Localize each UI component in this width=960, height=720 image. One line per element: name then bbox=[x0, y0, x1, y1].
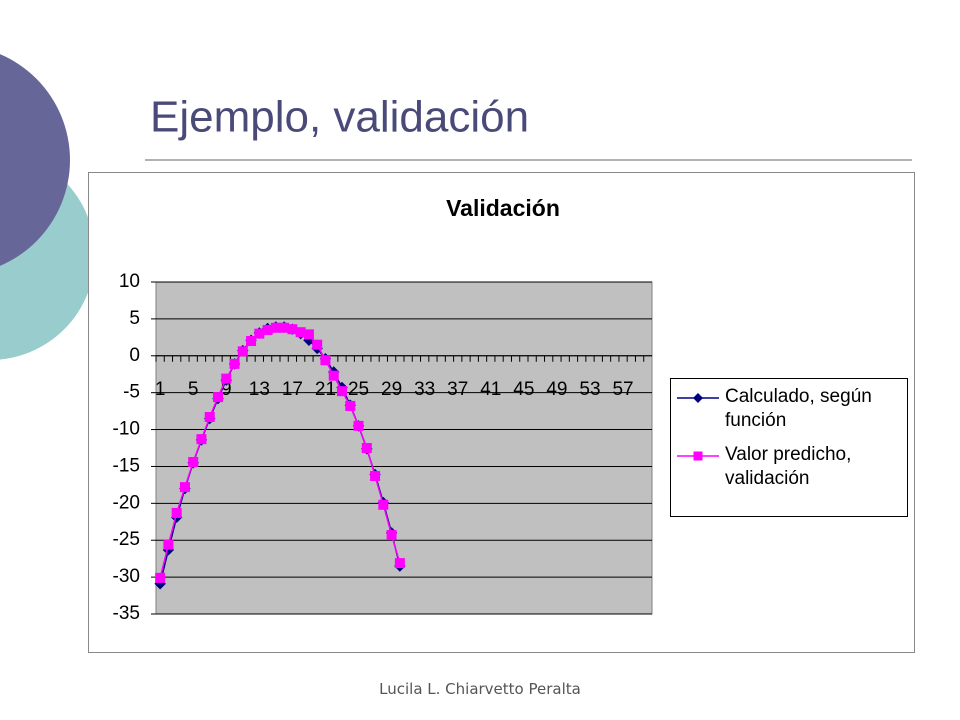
y-tick-label: -20 bbox=[113, 492, 140, 513]
marker bbox=[204, 412, 215, 423]
marker bbox=[303, 329, 314, 340]
x-tick-label: 33 bbox=[414, 379, 435, 400]
marker bbox=[394, 558, 405, 569]
marker bbox=[370, 471, 381, 482]
x-tick-label: 1 bbox=[155, 379, 166, 400]
marker bbox=[246, 336, 257, 347]
x-tick-label: 57 bbox=[612, 379, 633, 400]
marker bbox=[345, 400, 356, 411]
legend-marker bbox=[693, 451, 703, 461]
legend-item: Valor predicho, validación bbox=[675, 443, 903, 491]
marker bbox=[378, 499, 389, 510]
marker bbox=[221, 373, 232, 384]
marker bbox=[188, 457, 199, 468]
legend-swatch bbox=[677, 393, 719, 403]
x-tick-label: 17 bbox=[282, 379, 303, 400]
decor-circle bbox=[0, 54, 70, 266]
marker bbox=[262, 324, 273, 335]
y-tick-label: -30 bbox=[113, 566, 140, 587]
y-tick-label: -25 bbox=[113, 529, 140, 550]
y-tick-label: 10 bbox=[119, 271, 140, 292]
footer: Lucila L. Chiarvetto Peralta bbox=[379, 680, 581, 698]
marker bbox=[328, 370, 339, 381]
marker bbox=[229, 358, 240, 369]
marker bbox=[270, 322, 281, 333]
x-tick-label: 5 bbox=[188, 379, 199, 400]
x-tick-label: 41 bbox=[480, 379, 501, 400]
marker bbox=[361, 443, 372, 453]
legend-item: Calculado, según función bbox=[675, 385, 903, 433]
y-tick-label: -10 bbox=[113, 419, 140, 440]
y-tick-label: -35 bbox=[113, 603, 140, 624]
x-tick-label: 49 bbox=[546, 379, 567, 400]
marker bbox=[171, 507, 182, 518]
legend-marker bbox=[693, 393, 703, 403]
legend: Calculado, según función Valor predicho, … bbox=[670, 378, 908, 517]
marker bbox=[312, 339, 323, 350]
x-tick-label: 45 bbox=[513, 379, 534, 400]
x-tick-label: 53 bbox=[579, 379, 600, 400]
marker bbox=[287, 324, 298, 335]
marker bbox=[320, 355, 331, 366]
marker bbox=[196, 434, 207, 445]
legend-label: Calculado, según función bbox=[725, 386, 872, 431]
marker bbox=[213, 392, 223, 403]
marker bbox=[279, 322, 290, 333]
chart-title: Validación bbox=[446, 195, 560, 221]
marker bbox=[353, 420, 364, 431]
marker bbox=[163, 539, 174, 550]
marker bbox=[155, 572, 166, 583]
slide-title: Ejemplo, validación bbox=[150, 93, 529, 142]
marker bbox=[237, 346, 248, 357]
marker bbox=[295, 327, 306, 338]
x-tick-label: 25 bbox=[348, 379, 369, 400]
y-tick-label: 5 bbox=[129, 308, 140, 329]
legend-swatch bbox=[677, 451, 719, 461]
marker bbox=[254, 328, 265, 339]
marker bbox=[337, 386, 347, 397]
x-tick-label: 29 bbox=[381, 379, 402, 400]
marker bbox=[386, 530, 397, 541]
x-tick-label: 9 bbox=[221, 379, 232, 400]
y-tick-label: 0 bbox=[129, 345, 140, 366]
y-tick-label: -5 bbox=[123, 382, 140, 403]
legend-label: Valor predicho, validación bbox=[725, 444, 852, 489]
x-tick-label: 13 bbox=[249, 379, 270, 400]
x-tick-label: 37 bbox=[447, 379, 468, 400]
x-tick-label: 21 bbox=[315, 379, 336, 400]
marker bbox=[179, 482, 190, 493]
y-tick-label: -15 bbox=[113, 455, 140, 476]
